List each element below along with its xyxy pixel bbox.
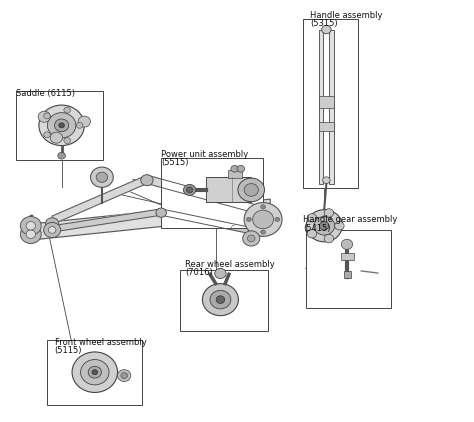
Text: (5515): (5515) <box>161 158 189 167</box>
Text: Handle gear assembly: Handle gear assembly <box>303 215 398 224</box>
Circle shape <box>321 25 331 34</box>
Circle shape <box>64 138 71 143</box>
Text: Handle assembly: Handle assembly <box>310 11 383 19</box>
Circle shape <box>58 152 65 159</box>
Circle shape <box>81 360 109 385</box>
Text: Front wheel assembly: Front wheel assembly <box>55 338 146 346</box>
Circle shape <box>20 225 41 243</box>
Circle shape <box>215 268 226 279</box>
Circle shape <box>39 105 84 146</box>
Circle shape <box>261 205 265 209</box>
Circle shape <box>50 132 63 143</box>
Polygon shape <box>161 209 263 236</box>
Circle shape <box>141 175 153 186</box>
Circle shape <box>341 239 353 249</box>
Circle shape <box>48 227 56 233</box>
Circle shape <box>202 284 238 316</box>
Text: (5415): (5415) <box>303 224 331 233</box>
Text: (5315): (5315) <box>310 19 338 28</box>
Circle shape <box>335 222 344 230</box>
Circle shape <box>244 184 258 196</box>
Bar <box>344 271 351 278</box>
Bar <box>341 253 354 260</box>
Circle shape <box>72 352 118 392</box>
Circle shape <box>78 116 91 127</box>
Circle shape <box>92 370 98 375</box>
Text: Rear wheel assembly: Rear wheel assembly <box>185 260 274 268</box>
Bar <box>16 91 103 160</box>
Circle shape <box>324 209 334 217</box>
Circle shape <box>44 113 50 119</box>
Circle shape <box>20 216 41 235</box>
Circle shape <box>306 210 342 242</box>
Circle shape <box>44 222 61 238</box>
Bar <box>180 270 268 331</box>
Bar <box>319 122 334 131</box>
Text: (5115): (5115) <box>55 346 82 355</box>
Circle shape <box>59 123 64 128</box>
Polygon shape <box>26 199 270 241</box>
Circle shape <box>237 165 245 172</box>
Bar <box>161 158 263 228</box>
Bar <box>228 170 242 178</box>
Bar <box>319 96 334 108</box>
Circle shape <box>76 122 83 128</box>
Bar <box>319 30 323 184</box>
Circle shape <box>307 230 317 238</box>
Bar <box>303 19 358 188</box>
Bar <box>329 30 334 184</box>
Circle shape <box>183 184 196 195</box>
Circle shape <box>255 214 271 227</box>
Circle shape <box>243 231 260 246</box>
Text: Power unit assembly: Power unit assembly <box>161 150 248 159</box>
Circle shape <box>26 230 36 238</box>
Circle shape <box>88 366 101 378</box>
Circle shape <box>38 111 50 122</box>
Circle shape <box>319 222 329 230</box>
Circle shape <box>216 296 225 303</box>
Circle shape <box>244 203 282 236</box>
Circle shape <box>275 217 280 222</box>
Circle shape <box>121 373 128 379</box>
Text: c: c <box>230 224 234 230</box>
Bar <box>306 230 391 308</box>
Polygon shape <box>147 175 263 215</box>
Bar <box>206 177 251 202</box>
Circle shape <box>231 165 238 172</box>
Circle shape <box>46 218 59 230</box>
Text: Saddle (6115): Saddle (6115) <box>16 89 74 97</box>
Circle shape <box>210 290 231 309</box>
Circle shape <box>314 216 335 235</box>
Circle shape <box>26 222 36 230</box>
Circle shape <box>118 370 131 381</box>
Circle shape <box>246 217 251 222</box>
Circle shape <box>186 187 193 193</box>
Circle shape <box>44 132 50 138</box>
Circle shape <box>253 210 273 229</box>
Circle shape <box>322 177 330 184</box>
Circle shape <box>261 230 265 234</box>
Polygon shape <box>52 175 147 225</box>
Circle shape <box>324 234 334 243</box>
Circle shape <box>47 113 76 138</box>
Circle shape <box>307 214 317 222</box>
Circle shape <box>55 119 69 132</box>
Circle shape <box>64 107 71 113</box>
Circle shape <box>91 167 113 187</box>
Circle shape <box>247 235 255 242</box>
Circle shape <box>156 208 166 217</box>
Circle shape <box>238 178 264 202</box>
Circle shape <box>96 172 108 182</box>
Polygon shape <box>52 209 161 232</box>
Bar <box>47 340 142 405</box>
Text: (7016): (7016) <box>185 268 213 277</box>
